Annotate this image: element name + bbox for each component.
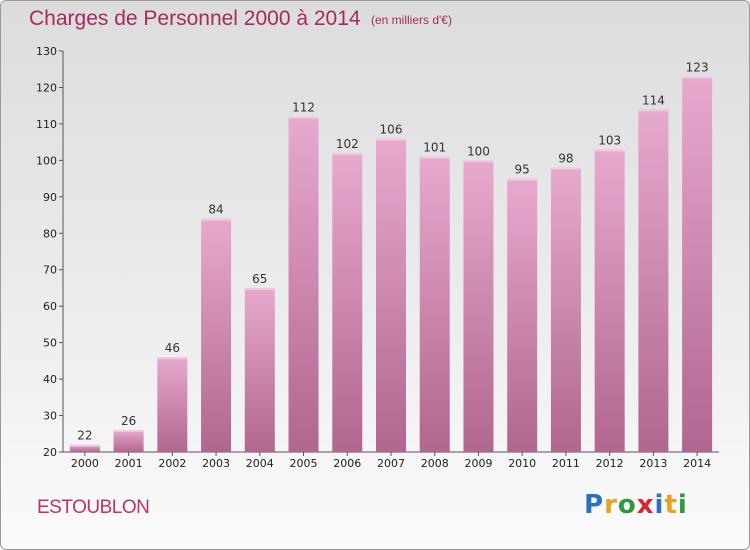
data-label: 112 [292,101,315,115]
x-tick-label: 2014 [683,457,711,470]
data-label: 98 [558,152,573,166]
bar [419,156,450,452]
bar [463,160,494,452]
bar-top-edge [463,160,494,163]
bar-top-edge [288,116,319,119]
bar-top-edge [69,444,100,447]
chart-title: Charges de Personnel 2000 à 2014 [29,7,361,30]
logo-letter: P [584,490,605,520]
x-tick-label: 2006 [333,457,361,470]
x-tick-label: 2013 [639,457,667,470]
data-label: 106 [380,122,403,136]
data-label: 95 [515,163,530,177]
bar [332,153,363,452]
bar [376,138,406,452]
y-tick-label: 90 [43,191,57,204]
x-tick-label: 2008 [421,457,449,470]
bar-top-edge [682,76,713,79]
x-tick-label: 2005 [290,457,318,470]
x-tick-label: 2002 [158,457,186,470]
bar-top-edge [507,178,538,181]
y-tick-label: 30 [43,410,57,423]
bar [507,178,538,452]
bar [594,149,625,452]
bar [113,430,144,452]
bar-top-edge [157,357,188,360]
bar [682,76,713,452]
bar [288,116,319,453]
logo-letter: x [636,490,655,520]
data-label: 100 [467,144,490,158]
logo-letter: t [664,490,678,520]
y-tick-label: 70 [43,264,57,277]
data-label: 22 [77,429,92,443]
data-label: 84 [208,203,223,217]
y-tick-label: 80 [43,227,57,240]
bar-top-edge [638,109,669,112]
bar [244,287,275,452]
data-label: 26 [121,414,136,428]
data-label: 102 [336,137,359,151]
x-tick-label: 2003 [202,457,230,470]
bar-top-edge [201,218,232,221]
bar-top-edge [113,430,144,433]
x-tick-label: 2009 [464,457,492,470]
y-tick-label: 40 [43,373,57,386]
bar-top-edge [376,138,406,141]
data-label: 101 [423,141,446,155]
y-tick-label: 120 [36,81,57,94]
x-tick-label: 2011 [552,457,580,470]
labels-group: 2000 22 2001 26 2002 46 2003 84 2004 65 2005 112 200… [71,61,711,470]
logo-letter: i [677,490,688,520]
y-tick-label: 60 [43,300,57,313]
commune-name: ESTOUBLON [37,497,150,518]
logo-letter: i [654,490,665,520]
y-tick-label: 100 [36,154,57,167]
data-label: 65 [252,272,267,286]
bar [550,167,581,452]
bar-top-edge [550,167,581,170]
data-label: 103 [598,133,621,147]
bar [157,357,188,452]
bars-group [69,76,713,453]
bar-top-edge [419,156,450,159]
bar [201,218,232,452]
y-tick-label: 130 [36,45,57,58]
bar-top-edge [332,153,363,156]
logo-letter: o [617,490,637,520]
y-tick-label: 110 [36,118,57,131]
proxiti-logo[interactable]: Proxiti [584,490,688,520]
y-tick-label: 20 [43,446,57,459]
y-tick-label: 50 [43,337,57,350]
x-tick-label: 2004 [246,457,274,470]
bar-top-edge [244,287,275,290]
x-tick-label: 2012 [596,457,624,470]
x-tick-label: 2000 [71,457,99,470]
chart-subtitle: (en milliers d'€) [371,13,452,27]
data-label: 46 [165,341,180,355]
x-tick-label: 2010 [508,457,536,470]
bar-top-edge [594,149,625,152]
x-tick-label: 2001 [115,457,143,470]
bar [638,109,669,452]
x-tick-label: 2007 [377,457,405,470]
data-label: 114 [642,93,665,107]
data-label: 123 [686,61,709,75]
bar [69,444,100,452]
logo-letter: r [604,490,618,520]
